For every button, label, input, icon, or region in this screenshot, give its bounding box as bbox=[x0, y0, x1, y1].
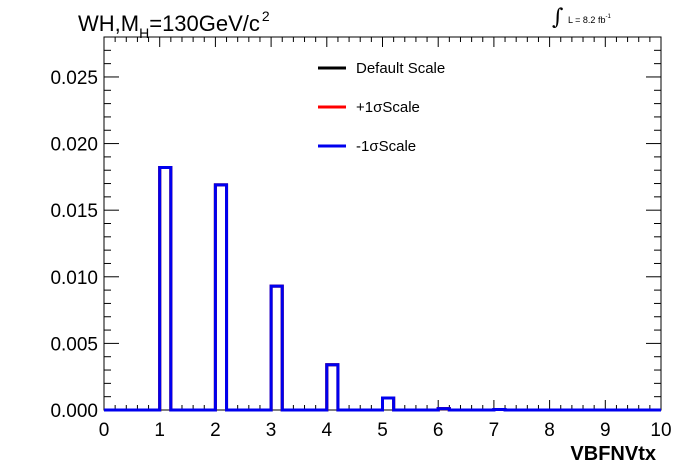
histogram-bin bbox=[327, 365, 338, 410]
legend-label: Default Scale bbox=[356, 60, 445, 77]
histogram-bin bbox=[383, 398, 394, 410]
legend-label: -1σScale bbox=[356, 138, 416, 155]
x-axis-label: VBFNVtx bbox=[570, 443, 656, 465]
title-superscript: 2 bbox=[261, 8, 270, 24]
histogram-bin bbox=[160, 168, 171, 410]
y-tick-label: 0.005 bbox=[50, 334, 98, 355]
histogram-bin bbox=[215, 185, 226, 410]
integral-symbol: ∫ bbox=[552, 5, 564, 30]
x-tick-label: 9 bbox=[600, 420, 611, 441]
legend: Default Scale +1σScale -1σScale bbox=[318, 60, 445, 155]
plot-frame bbox=[103, 36, 662, 411]
title-rest: =130GeV/c bbox=[149, 11, 260, 36]
histogram-bin bbox=[327, 365, 338, 410]
histogram-bin bbox=[271, 286, 282, 410]
title-subscript: H bbox=[139, 25, 150, 41]
x-tick-label: 3 bbox=[266, 420, 277, 441]
luminosity-label: ∫ L = 8.2 fb-1 bbox=[552, 5, 611, 30]
histogram-bin bbox=[383, 398, 394, 410]
luminosity-text: L = 8.2 fb bbox=[568, 15, 606, 25]
x-tick-label: 7 bbox=[489, 420, 500, 441]
y-tick-label: 0.020 bbox=[50, 135, 98, 156]
x-tick-label: 6 bbox=[433, 420, 444, 441]
title-prefix: WH,M bbox=[78, 11, 140, 36]
histogram-line bbox=[104, 166, 661, 412]
x-tick-label: 2 bbox=[210, 420, 221, 441]
histogram-bin bbox=[271, 286, 282, 410]
histogram-bin bbox=[327, 365, 338, 410]
x-tick-label: 5 bbox=[377, 420, 388, 441]
x-tick-label: 8 bbox=[544, 420, 555, 441]
series-default-scale bbox=[104, 166, 661, 412]
legend-label: +1σScale bbox=[356, 99, 420, 116]
series--1-scale bbox=[104, 166, 661, 412]
histogram-line bbox=[104, 166, 661, 412]
series--1-scale bbox=[104, 166, 661, 412]
histogram-bin bbox=[383, 398, 394, 410]
histogram-bin bbox=[215, 185, 226, 410]
y-tick-label: 0.025 bbox=[50, 68, 98, 89]
plot-title: WH,MH=130GeV/c 2 bbox=[78, 8, 270, 41]
axis-ticks: 0 1 2 3 4 5 6 7 8 9 10 0.000 0.005 0.010 0.015 0.020 0.0… bbox=[50, 36, 672, 441]
x-tick-label: 0 bbox=[99, 420, 110, 441]
y-tick-label: 0.015 bbox=[50, 201, 98, 222]
x-tick-label: 10 bbox=[650, 420, 671, 441]
x-tick-label: 1 bbox=[154, 420, 165, 441]
x-tick-label: 4 bbox=[322, 420, 333, 441]
histogram-bin bbox=[271, 286, 282, 410]
histogram-bin bbox=[215, 185, 226, 410]
luminosity-exponent: -1 bbox=[605, 14, 611, 20]
y-tick-label: 0.010 bbox=[50, 268, 98, 289]
histogram-bin bbox=[160, 168, 171, 410]
histogram-series bbox=[104, 166, 661, 412]
y-tick-label: 0.000 bbox=[50, 401, 98, 422]
histogram-line bbox=[104, 166, 661, 412]
histogram-bin bbox=[160, 168, 171, 410]
